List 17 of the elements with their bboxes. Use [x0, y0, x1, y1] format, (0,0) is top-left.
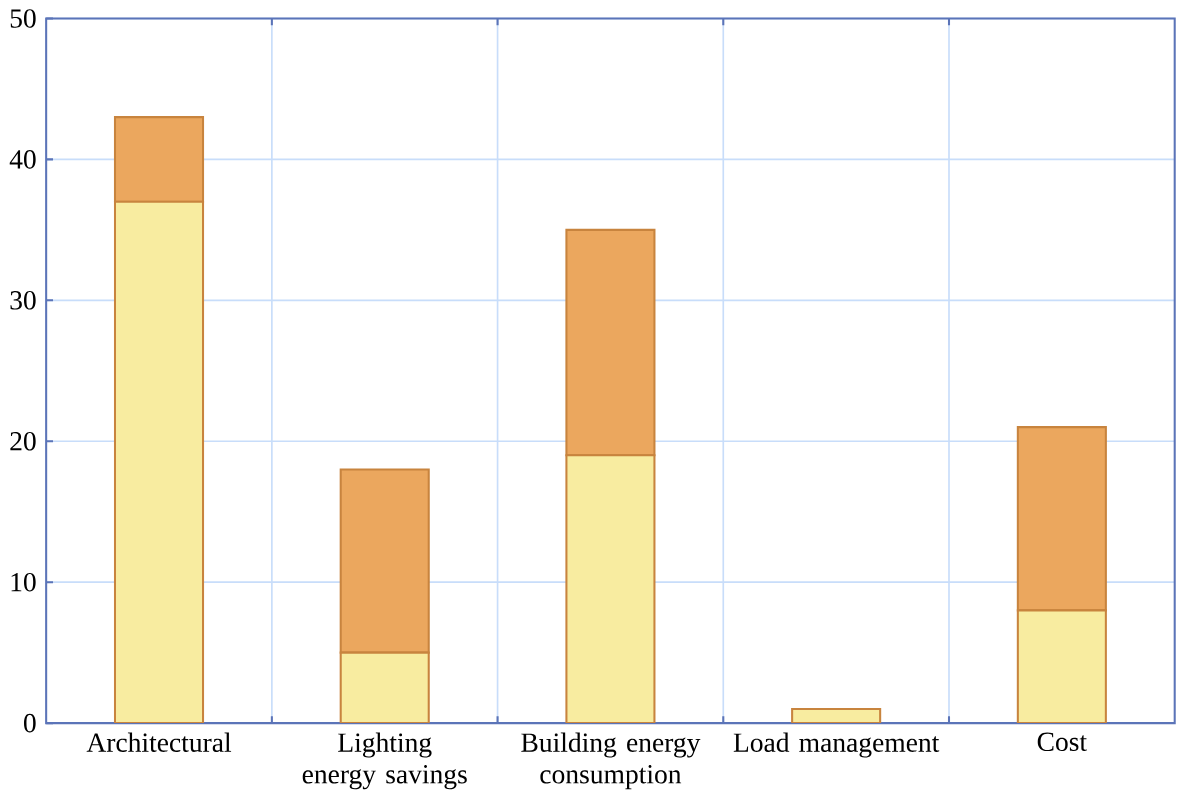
bar [339, 651, 430, 723]
bar [1016, 609, 1107, 723]
y-tick-label: 0 [24, 713, 36, 733]
x-tick-label: Lighting energy savings [302, 732, 467, 790]
y-tick-label: 50 [10, 8, 36, 28]
x-tick-label: Architectural [86, 732, 232, 752]
x-tick-label: Building energy consumption [521, 732, 701, 789]
y-tick-label: 40 [9, 149, 36, 169]
x-tick-label: Cost [1037, 732, 1087, 751]
x-tick-label: Load management [733, 732, 940, 758]
bar [113, 200, 205, 723]
y-tick-label: 10 [11, 572, 36, 592]
bar [565, 454, 656, 723]
bar [565, 228, 656, 457]
y-tick-label: 30 [10, 290, 36, 310]
y-tick-label: 20 [10, 431, 36, 451]
bar [339, 468, 430, 654]
